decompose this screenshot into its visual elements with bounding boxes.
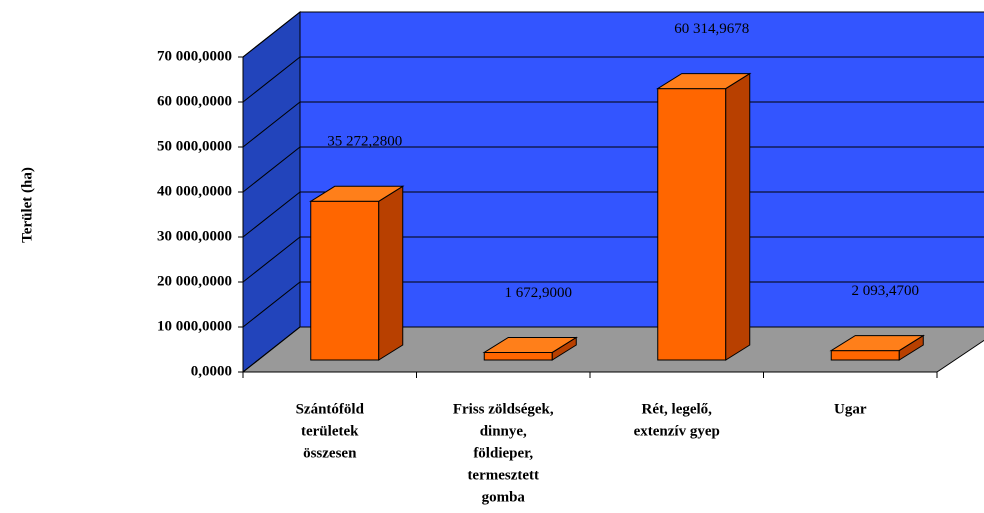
x-tick-label: termesztett [467, 467, 539, 483]
grid-line [242, 56, 301, 103]
bar [482, 336, 578, 361]
bar [656, 72, 752, 361]
y-tick-label: 70 000,0000 [157, 48, 232, 64]
x-tick-label: Szántóföld [296, 401, 365, 417]
bar-top [656, 73, 752, 90]
bar [309, 185, 405, 361]
grid-line [242, 236, 301, 283]
bar-front [483, 351, 553, 361]
bar-top [309, 185, 405, 202]
bar-top [482, 336, 578, 353]
grid-line [242, 191, 301, 238]
bar-side [725, 72, 751, 361]
data-label: 60 314,9678 [674, 21, 749, 37]
x-tick-label: Ugar [834, 401, 867, 417]
data-label: 35 272,2800 [327, 134, 402, 150]
bar-side [378, 185, 404, 361]
bar-top [829, 335, 925, 352]
bar [829, 334, 925, 361]
grid-line [242, 326, 301, 373]
y-tick-label: 30 000,0000 [157, 228, 232, 244]
y-axis-title: Terület (ha) [19, 167, 35, 243]
y-tick-label: 50 000,0000 [157, 138, 232, 154]
x-tick-label: gomba [482, 489, 526, 505]
bar-front [830, 350, 900, 361]
x-tick-label: földieper, [473, 445, 533, 461]
x-tick-label: Rét, legelő, [642, 401, 713, 417]
x-tick-label: Friss zöldségek, [453, 401, 554, 417]
x-tick-label: extenzív gyep [634, 423, 720, 439]
y-tick-label: 20 000,0000 [157, 273, 232, 289]
x-tick-label: összesen [303, 445, 357, 461]
y-tick-label: 0,0000 [191, 363, 232, 379]
y-tick-label: 40 000,0000 [157, 183, 232, 199]
grid-line [242, 281, 301, 328]
bar-front [657, 88, 727, 361]
x-tick-label: dinnye, [480, 423, 527, 439]
side-wall [242, 10, 301, 374]
data-label: 2 093,4700 [852, 283, 920, 299]
grid-line [242, 146, 301, 193]
y-tick-label: 10 000,0000 [157, 318, 232, 334]
bar-front [310, 200, 380, 361]
grid-line [242, 101, 301, 148]
data-label: 1 672,9000 [505, 285, 573, 301]
grid-line [242, 11, 301, 58]
y-tick-label: 60 000,0000 [157, 93, 232, 109]
x-tick-label: területek [301, 423, 359, 439]
